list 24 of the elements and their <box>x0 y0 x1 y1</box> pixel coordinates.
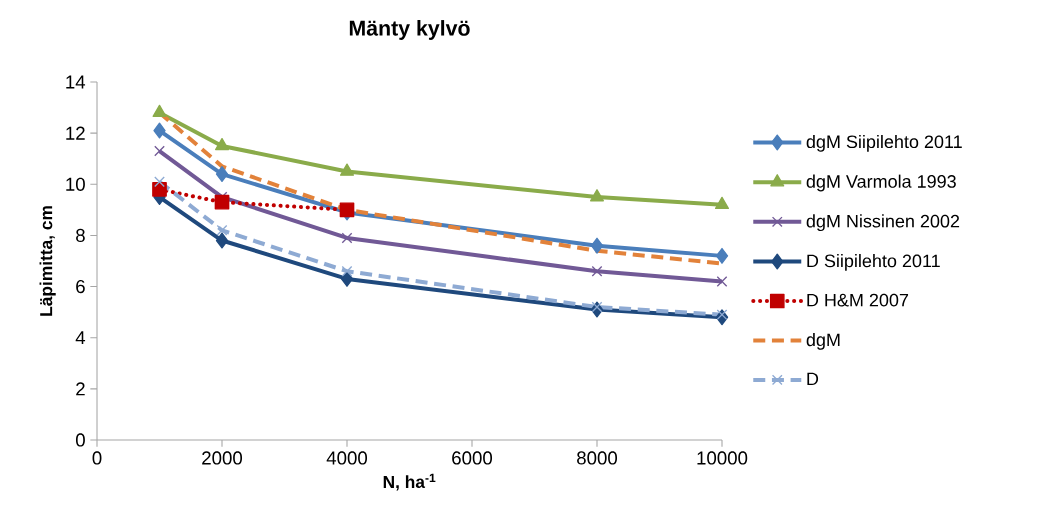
y-tick-label: 14 <box>66 75 86 89</box>
x-tick-label: 6000 <box>452 451 493 465</box>
legend-label: dgM <box>806 332 840 350</box>
legend-label: dgM Varmola 1993 <box>806 174 956 192</box>
y-tick-label: 4 <box>75 331 86 345</box>
x-tick-label: 4000 <box>326 451 368 465</box>
y-tick-label: 12 <box>66 126 85 140</box>
y-tick-label: 0 <box>75 433 85 447</box>
legend-label: dgM Nissinen 2002 <box>806 214 960 232</box>
x-tick-label: 0 <box>92 451 102 465</box>
y-tick-label: 6 <box>76 279 85 294</box>
x-tick-label: 2000 <box>202 451 243 465</box>
y-tick-label: 8 <box>76 228 85 243</box>
legend-label: D Siipilehto 2011 <box>807 254 940 271</box>
x-tick-label: 8000 <box>577 451 618 465</box>
legend-label: dgM Siipilehto 2011 <box>806 134 962 152</box>
x-axis-title: N, ha$^{-1}$ <box>383 473 436 491</box>
legend-label: D H&M 2007 <box>807 293 909 307</box>
legend-label: D <box>807 372 819 386</box>
x-tick-label: 10000 <box>697 451 748 465</box>
y-tick-label: 2 <box>76 382 85 396</box>
y-axis-title: Läpimitta, cm <box>39 206 56 316</box>
chart-title: Mänty kylvö <box>349 20 470 40</box>
y-tick-label: 10 <box>66 177 85 191</box>
